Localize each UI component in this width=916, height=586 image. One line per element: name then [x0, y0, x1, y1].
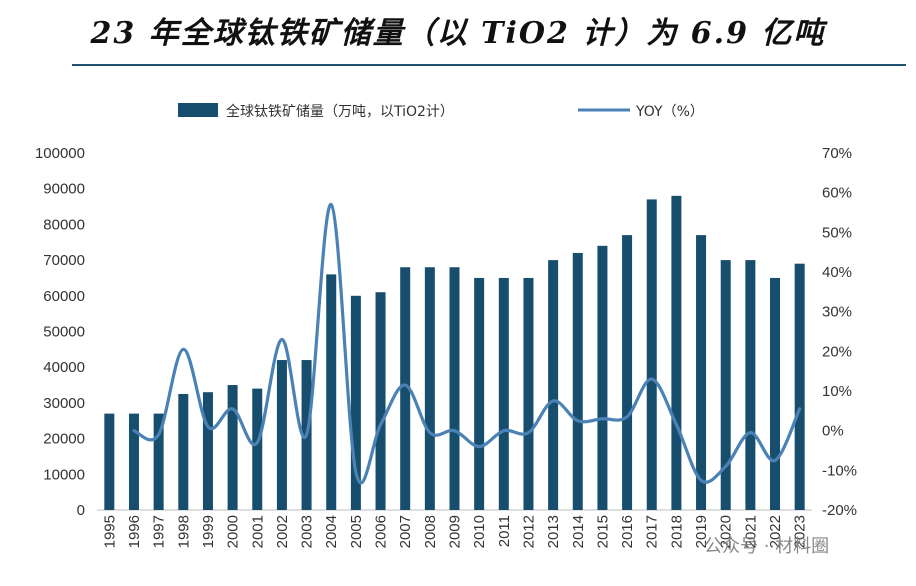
legend-label-yoy: YOY（%）: [635, 104, 704, 120]
x-tick-label: 2016: [619, 515, 636, 548]
right-tick-label: 0%: [822, 423, 844, 440]
x-tick-label: 2019: [693, 515, 710, 548]
legend: 全球钛铁矿储量（万吨，以TiO2计） YOY（%）: [178, 103, 704, 120]
yoy-line: [132, 202, 802, 485]
x-tick-label: 2004: [323, 515, 340, 548]
bar-1996: [128, 413, 139, 510]
bar-2022: [770, 277, 781, 510]
x-tick-label: 2022: [767, 515, 784, 548]
x-tick-label: 1998: [175, 515, 192, 548]
right-tick-label: 20%: [822, 343, 852, 360]
bar-2005: [350, 295, 361, 510]
right-tick-label: 10%: [822, 383, 852, 400]
left-tick-label: 20000: [43, 431, 85, 448]
bar-2008: [424, 267, 435, 510]
x-tick-label: 1996: [126, 515, 143, 548]
left-tick-label: 90000: [43, 181, 85, 198]
title-divider: [72, 64, 906, 66]
bars: [104, 195, 805, 511]
x-tick-label: 2021: [742, 515, 759, 548]
legend-label-reserves: 全球钛铁矿储量（万吨，以TiO2计）: [226, 103, 454, 120]
bar-2001: [252, 388, 263, 510]
x-tick-label: 1995: [101, 515, 118, 548]
x-tick-label: 2010: [471, 515, 488, 548]
bar-2010: [474, 277, 485, 510]
bar-2019: [696, 235, 707, 511]
left-tick-label: 50000: [43, 324, 85, 341]
x-tick-label: 2015: [594, 515, 611, 548]
bar-2017: [646, 199, 657, 510]
x-tick-label: 2017: [644, 515, 661, 548]
x-tick-label: 2008: [422, 515, 439, 548]
right-tick-label: -20%: [822, 502, 857, 519]
bar-2000: [227, 385, 238, 510]
x-tick-label: 2006: [373, 515, 390, 548]
left-tick-label: 10000: [43, 466, 85, 483]
bar-2023: [794, 263, 805, 510]
yoy-series-line: [132, 202, 802, 485]
bar-2012: [523, 277, 534, 510]
bar-2021: [745, 260, 756, 510]
right-tick-label: 40%: [822, 264, 852, 281]
watermark: 公众号 · 材料圈: [704, 536, 829, 557]
x-tick-label: 2002: [274, 515, 291, 548]
x-tick-label: 1997: [151, 515, 168, 548]
x-tick-label: 2000: [225, 515, 242, 548]
right-tick-label: 30%: [822, 304, 852, 321]
x-tick-label: 2005: [348, 515, 365, 548]
bar-2006: [375, 292, 386, 510]
bar-2020: [720, 260, 731, 510]
bar-2014: [572, 252, 583, 510]
x-tick-label: 2020: [718, 515, 735, 548]
left-tick-label: 100000: [35, 145, 85, 162]
left-tick-label: 0: [77, 502, 85, 519]
x-tick-label: 2023: [792, 515, 809, 548]
x-tick-label: 2011: [496, 515, 513, 547]
left-tick-label: 40000: [43, 359, 85, 376]
bar-1997: [153, 413, 164, 510]
x-tick-label: 2014: [570, 515, 587, 548]
left-tick-label: 80000: [43, 216, 85, 233]
x-tick-label: 2009: [447, 515, 464, 548]
x-tick-label: 2013: [545, 515, 562, 548]
bar-2011: [498, 277, 509, 510]
left-tick-label: 60000: [43, 288, 85, 305]
right-tick-label: 60%: [822, 185, 852, 202]
left-axis: 0 10000 20000 30000 40000 50000 60000 70000 8000…: [35, 145, 85, 519]
bar-2002: [276, 360, 287, 510]
x-axis: 1995 1996 1997 1998 1999 2000 2001 2002 2003 2004…: [101, 515, 808, 548]
legend-swatch-reserves: [178, 103, 218, 117]
bar-2013: [548, 260, 559, 510]
right-tick-label: 70%: [822, 145, 852, 162]
page-title: 23 年全球钛铁矿储量（以 TiO2 计）为 6.9 亿吨: [90, 16, 826, 51]
x-tick-label: 1999: [200, 515, 217, 548]
bar-1998: [178, 393, 189, 510]
bar-1995: [104, 413, 115, 510]
left-tick-label: 70000: [43, 252, 85, 269]
x-tick-label: 2018: [668, 515, 685, 548]
right-tick-label: 50%: [822, 224, 852, 241]
right-axis: -20% -10% 0% 10% 20% 30% 40% 50% 60% 70%: [822, 145, 857, 519]
bar-2015: [597, 245, 608, 510]
bar-2007: [400, 267, 411, 510]
bar-2004: [326, 274, 337, 510]
bar-2009: [449, 267, 460, 510]
x-tick-label: 2007: [397, 515, 414, 548]
right-tick-label: -10%: [822, 462, 857, 479]
bar-2016: [622, 235, 633, 511]
left-tick-label: 30000: [43, 395, 85, 412]
bar-1999: [202, 392, 213, 510]
x-tick-label: 2001: [249, 515, 266, 548]
x-tick-label: 2012: [520, 515, 537, 548]
bar-2018: [671, 195, 682, 510]
x-tick-label: 2003: [299, 515, 316, 548]
